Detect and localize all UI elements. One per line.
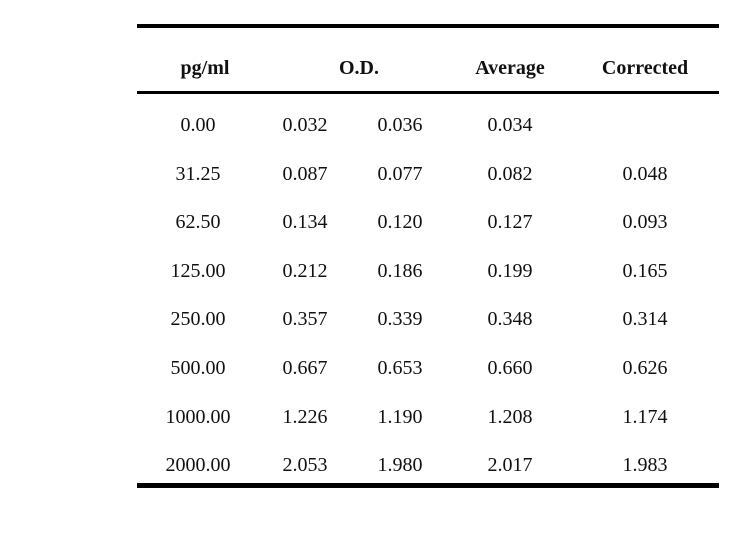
- cell-od-1: 0.134: [282, 211, 328, 233]
- table-bottom-rule: [137, 483, 719, 488]
- cell-concentration: 500.00: [170, 357, 226, 379]
- cell-od-2: 0.077: [377, 163, 423, 185]
- cell-od-1: 0.212: [282, 260, 328, 282]
- cell-average: 0.660: [487, 357, 533, 379]
- header-corrected: Corrected: [601, 57, 689, 79]
- cell-average: 0.127: [487, 211, 533, 233]
- cell-od-2: 0.339: [377, 308, 423, 330]
- cell-concentration: 62.50: [175, 211, 221, 233]
- cell-od-2: 0.036: [377, 114, 423, 136]
- cell-concentration: 0.00: [180, 114, 216, 136]
- cell-corrected: 0.048: [622, 163, 668, 185]
- cell-concentration: 125.00: [170, 260, 226, 282]
- cell-od-1: 0.357: [282, 308, 328, 330]
- cell-concentration: 1000.00: [165, 406, 231, 428]
- cell-od-1: 0.087: [282, 163, 328, 185]
- cell-average: 0.348: [487, 308, 533, 330]
- cell-od-2: 0.186: [377, 260, 423, 282]
- cell-concentration: 250.00: [170, 308, 226, 330]
- cell-corrected: 1.174: [622, 406, 668, 428]
- cell-average: 0.199: [487, 260, 533, 282]
- cell-corrected: 0.626: [622, 357, 668, 379]
- cell-od-1: 1.226: [282, 406, 328, 428]
- cell-concentration: 2000.00: [165, 454, 231, 476]
- cell-od-1: 0.032: [282, 114, 328, 136]
- header-od: O.D.: [339, 57, 379, 79]
- cell-average: 2.017: [487, 454, 533, 476]
- cell-od-2: 1.190: [377, 406, 423, 428]
- cell-corrected: 0.093: [622, 211, 668, 233]
- cell-average: 1.208: [487, 406, 533, 428]
- cell-od-2: 0.653: [377, 357, 423, 379]
- cell-concentration: 31.25: [175, 163, 221, 185]
- header-concentration: pg/ml: [180, 57, 230, 79]
- cell-od-2: 0.120: [377, 211, 423, 233]
- cell-average: 0.034: [487, 114, 533, 136]
- table-top-rule: [137, 24, 719, 28]
- header-average: Average: [475, 57, 545, 79]
- cell-corrected: 0.314: [622, 308, 668, 330]
- cell-corrected: 1.983: [622, 454, 668, 476]
- cell-od-1: 0.667: [282, 357, 328, 379]
- cell-od-1: 2.053: [282, 454, 328, 476]
- table-header-rule: [137, 91, 719, 94]
- cell-od-2: 1.980: [377, 454, 423, 476]
- cell-corrected: 0.165: [622, 260, 668, 282]
- cell-average: 0.082: [487, 163, 533, 185]
